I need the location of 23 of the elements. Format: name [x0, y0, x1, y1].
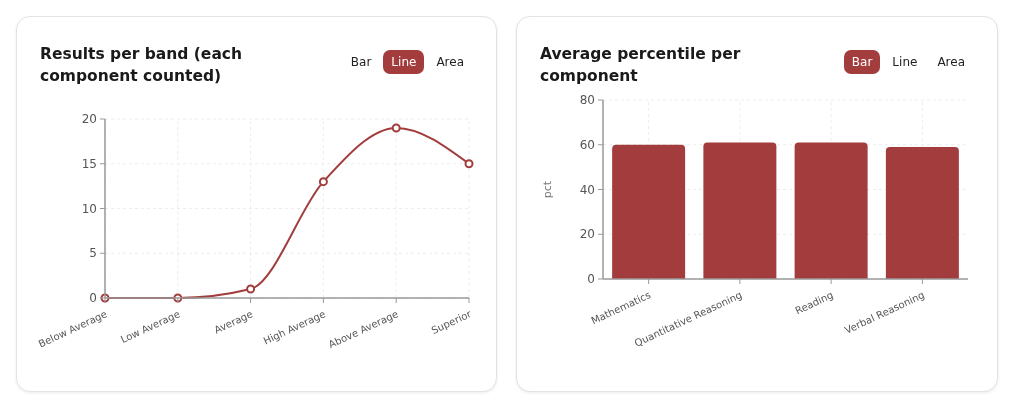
- point: [391, 123, 401, 133]
- y-tick-label: 20: [81, 112, 97, 127]
- y-tick-label: 20: [579, 227, 595, 242]
- text: Area: [435, 54, 465, 71]
- text: Line: [891, 54, 919, 71]
- y-tick-label: 80: [579, 93, 595, 108]
- y-tick-label: 60: [579, 137, 595, 152]
- y-tick-label: 10: [81, 201, 97, 216]
- y-axis-title: pct: [541, 180, 554, 199]
- text: Bar: [349, 54, 373, 71]
- point: [318, 177, 328, 187]
- point: [246, 284, 256, 294]
- text: Line: [383, 50, 425, 74]
- y-tick-label: 40: [579, 182, 595, 197]
- point: [464, 159, 474, 169]
- y-tick-label: 15: [81, 156, 97, 171]
- chart-title: Results per band (each component counted): [40, 44, 244, 87]
- y-tick-label: 5: [89, 246, 97, 261]
- chart-title: Average percentile per component: [540, 44, 742, 87]
- text: Bar: [843, 50, 881, 74]
- y-tick-label: 0: [587, 272, 595, 287]
- y-tick-label: 0: [89, 291, 97, 306]
- text: Area: [936, 54, 966, 71]
